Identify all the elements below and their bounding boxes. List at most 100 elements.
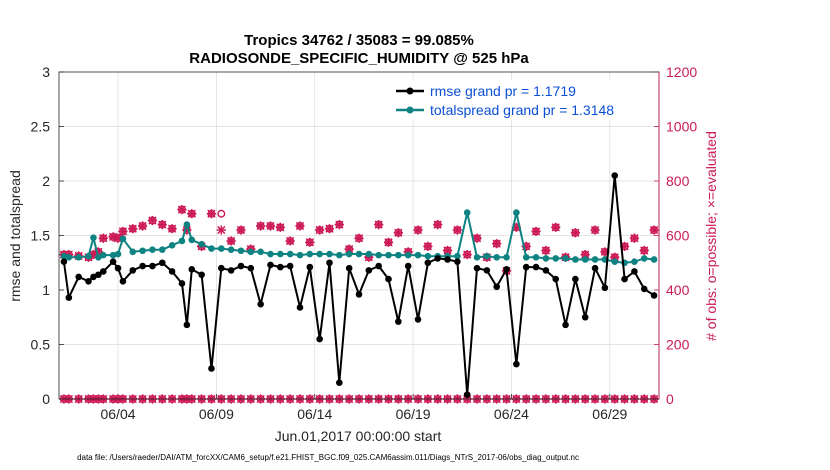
obs-evaluated-point — [275, 222, 285, 232]
totalspread-point — [188, 236, 196, 244]
rmse-point — [404, 262, 412, 270]
obs-evaluated-point — [285, 236, 295, 246]
obs-evaluated-point — [177, 205, 187, 215]
obs-evaluated-point — [551, 222, 561, 232]
totalspread-point — [631, 258, 638, 265]
totalspread-point — [95, 253, 102, 261]
totalspread-point — [385, 251, 392, 259]
obs-evaluated-point — [256, 221, 266, 231]
obs-evaluated-point — [452, 225, 462, 235]
obs-evaluated-point — [88, 249, 99, 260]
rmse-point — [375, 262, 382, 270]
obs-evaluated-point — [580, 249, 590, 260]
rmse-point — [119, 277, 127, 285]
y2-tick-label: 1000 — [666, 119, 697, 135]
totalspread-point — [75, 253, 82, 261]
rmse-point — [90, 273, 97, 281]
rmse-point — [85, 277, 92, 285]
obs-evaluated-point — [570, 228, 580, 238]
totalspread-point — [454, 252, 461, 260]
rmse-point — [217, 264, 225, 272]
rmse-point — [611, 172, 619, 179]
rmse-point — [109, 258, 117, 265]
obs-evaluated-point — [639, 245, 649, 256]
obs-evaluated-point — [511, 222, 521, 232]
x-tick-label: 06/09 — [199, 406, 234, 422]
totalspread-point — [513, 209, 520, 216]
rmse-point — [542, 267, 550, 274]
rmse-point — [640, 285, 648, 293]
obs-evaluated-point — [374, 220, 384, 230]
y2-tick-label: 600 — [666, 228, 690, 244]
totalspread-point — [296, 251, 304, 259]
totalspread-point — [572, 256, 579, 263]
obs-possible-point — [217, 209, 226, 218]
totalspread-point — [227, 246, 235, 253]
rmse-point — [99, 268, 107, 275]
obs-evaluated-point — [531, 226, 541, 237]
x-tick-label: 06/19 — [396, 406, 431, 422]
totalspread-point — [85, 252, 92, 260]
totalspread-point — [591, 256, 599, 263]
y-tick-label: 1 — [42, 282, 50, 298]
rmse-point — [286, 262, 294, 270]
obs-evaluated-point — [108, 232, 118, 242]
y2-tick-label: 1200 — [666, 64, 697, 80]
rmse-point — [463, 391, 471, 398]
y2-tick-label: 0 — [666, 391, 674, 407]
totalspread-point — [178, 237, 186, 245]
obs-evaluated-point — [334, 220, 344, 230]
totalspread-point — [237, 247, 245, 255]
rmse-point — [237, 262, 245, 270]
y-tick-label: 2 — [42, 173, 50, 189]
rmse-point — [572, 275, 579, 283]
rmse-point — [503, 265, 510, 273]
totalspread-point — [542, 255, 550, 262]
totalspread-point — [493, 253, 501, 261]
rmse-point — [434, 255, 441, 262]
rmse-point — [552, 275, 560, 283]
rmse-point — [473, 264, 481, 272]
obs-evaluated-point — [147, 215, 158, 226]
y2-tick-label: 800 — [666, 173, 690, 189]
rmse-point — [532, 263, 540, 271]
rmse-point — [183, 321, 191, 329]
totalspread-point — [404, 251, 412, 259]
totalspread-point — [650, 256, 658, 263]
obs-evaluated-point — [98, 233, 108, 243]
y2-axis-label: # of obs: o=possible; ×=evaluated — [703, 131, 719, 341]
totalspread-point — [375, 251, 382, 259]
y-axis-ticks: 0 0.5 1 1.5 2 2.5 3 — [31, 64, 64, 407]
x-axis-label: Jun.01,2017 00:00:00 start — [275, 428, 442, 444]
obs-evaluated-point — [629, 233, 640, 243]
obs-evaluated-point — [521, 241, 531, 251]
rmse-point — [277, 263, 284, 271]
rmse-point — [395, 318, 402, 325]
obs-evaluated-point — [383, 237, 394, 247]
y2-axis-ticks: 0 200 400 600 800 1000 1200 — [654, 64, 697, 407]
totalspread-point — [395, 251, 402, 259]
legend-box — [392, 80, 652, 120]
obs-evaluated-point — [118, 226, 128, 237]
rmse-point — [414, 316, 422, 323]
totalspread-point — [345, 250, 353, 258]
rmse-point — [444, 256, 451, 263]
totalspread-point — [306, 250, 314, 258]
rmse-point — [168, 268, 176, 275]
obs-evaluated-point — [216, 225, 226, 235]
rmse-point — [493, 283, 501, 291]
totalspread-point — [365, 250, 373, 258]
rmse-point — [198, 271, 205, 279]
rmse-point — [454, 258, 461, 265]
rmse-point — [95, 271, 102, 279]
totalspread-point — [99, 251, 107, 259]
rmse-point — [483, 267, 491, 274]
x-tick-label: 06/29 — [592, 406, 627, 422]
totalspread-point — [109, 251, 117, 259]
totalspread-point — [217, 245, 225, 252]
rmse-point — [75, 273, 82, 281]
totalspread-point — [336, 251, 343, 259]
totalspread-point — [424, 252, 432, 260]
rmse-point — [208, 365, 215, 372]
